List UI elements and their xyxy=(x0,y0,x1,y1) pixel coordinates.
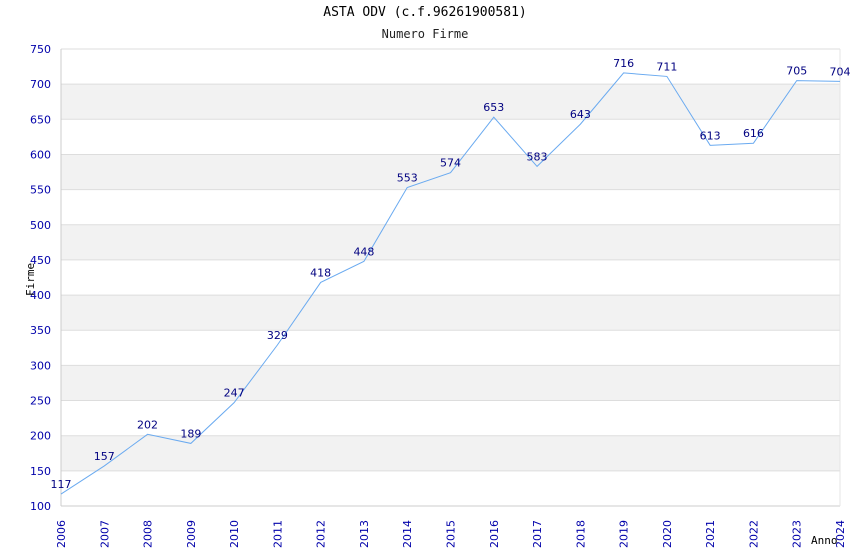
x-tick-label: 2021 xyxy=(704,520,717,548)
x-tick-label: 2008 xyxy=(142,520,155,548)
y-tick-label: 400 xyxy=(30,289,51,302)
grid-band xyxy=(61,435,840,471)
data-label: 202 xyxy=(137,418,158,431)
grid-band xyxy=(61,224,840,260)
y-tick-label: 600 xyxy=(30,148,51,161)
data-label: 448 xyxy=(353,245,374,258)
x-tick-label: 2017 xyxy=(531,520,544,548)
y-tick-label: 500 xyxy=(30,219,51,232)
y-tick-label: 450 xyxy=(30,254,51,267)
x-tick-label: 2012 xyxy=(315,520,328,548)
data-label: 711 xyxy=(656,60,677,73)
data-label: 616 xyxy=(743,127,764,140)
grid-band xyxy=(61,470,840,506)
x-tick-labels: 2006 2007 2008 2009 2010 2011 2012 2013 2014 2015… xyxy=(55,520,847,548)
y-tick-label: 150 xyxy=(30,465,51,478)
y-tick-labels: 100 150 200 250 300 350 400 450 500 550 600 650 700 7… xyxy=(30,43,51,513)
grid-band xyxy=(61,49,840,85)
x-tick-label: 2020 xyxy=(661,520,674,548)
x-tick-label: 2023 xyxy=(791,520,804,548)
data-label: 704 xyxy=(830,65,850,78)
data-label: 613 xyxy=(700,129,721,142)
x-tick-label: 2024 xyxy=(834,520,847,548)
y-tick-label: 250 xyxy=(30,395,51,408)
x-tick-label: 2013 xyxy=(358,520,371,548)
y-tick-label: 650 xyxy=(30,113,51,126)
data-label: 553 xyxy=(397,172,418,185)
data-label: 574 xyxy=(440,157,461,170)
y-tick-label: 550 xyxy=(30,184,51,197)
x-tick-label: 2009 xyxy=(185,520,198,548)
chart-subtitle: Numero Firme xyxy=(381,27,469,41)
data-label: 643 xyxy=(570,108,591,121)
series-group xyxy=(60,72,841,495)
data-label: 716 xyxy=(613,57,634,70)
chart-title: ASTA ODV (c.f.96261900581) xyxy=(323,5,527,20)
data-label: 418 xyxy=(310,266,331,279)
x-tick-label: 2006 xyxy=(55,520,68,548)
y-tick-label: 100 xyxy=(30,500,51,513)
series-line xyxy=(60,72,841,495)
grid-bands xyxy=(61,49,840,506)
grid-band xyxy=(61,189,840,225)
y-tick-label: 700 xyxy=(30,78,51,91)
x-tick-label: 2011 xyxy=(271,520,284,548)
x-tick-label: 2015 xyxy=(445,520,458,548)
data-labels: 117 157 202 189 247 329 418 448 553 574 653 583 643 7… xyxy=(51,57,850,491)
grid-band xyxy=(61,365,840,401)
x-tick-label: 2007 xyxy=(98,520,111,548)
axes xyxy=(60,49,841,507)
grid-band xyxy=(61,84,840,120)
data-label: 117 xyxy=(51,478,72,491)
x-tick-label: 2010 xyxy=(228,520,241,548)
data-label: 157 xyxy=(94,450,115,463)
grid-band xyxy=(61,259,840,296)
x-tick-label: 2014 xyxy=(401,520,414,548)
y-tick-label: 750 xyxy=(30,43,51,56)
x-tick-label: 2022 xyxy=(747,520,760,548)
grid-band xyxy=(61,295,840,331)
x-tick-label: 2016 xyxy=(488,520,501,548)
data-label: 705 xyxy=(786,65,807,78)
grid-band xyxy=(61,400,840,436)
data-label: 583 xyxy=(527,150,548,163)
x-tick-label: 2018 xyxy=(574,520,587,548)
data-label: 189 xyxy=(180,427,201,440)
x-tick-label: 2019 xyxy=(618,520,631,548)
y-tick-label: 350 xyxy=(30,324,51,337)
data-label: 329 xyxy=(267,329,288,342)
grid-band xyxy=(61,330,840,366)
y-tick-label: 300 xyxy=(30,359,51,372)
y-tick-label: 200 xyxy=(30,430,51,443)
x-axis-label: Anno xyxy=(811,534,838,547)
data-label: 653 xyxy=(483,101,504,114)
y-axis-label: Firme xyxy=(24,263,37,296)
grid-band xyxy=(61,119,840,155)
data-label: 247 xyxy=(224,387,245,400)
